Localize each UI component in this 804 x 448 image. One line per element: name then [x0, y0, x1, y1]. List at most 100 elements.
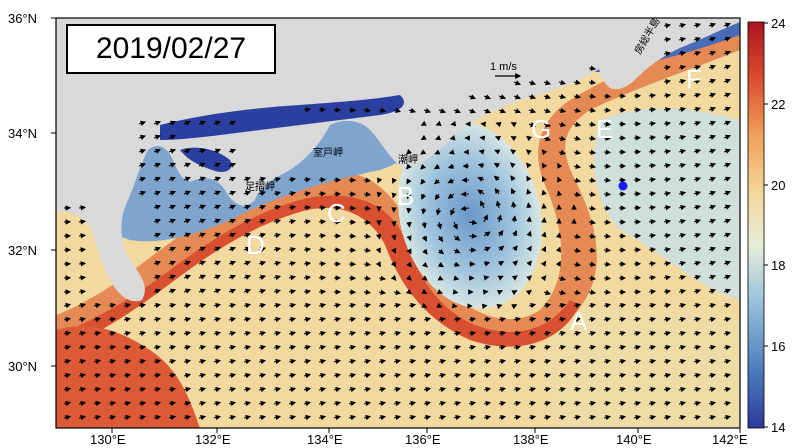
velocity-arrow	[437, 261, 445, 268]
velocity-arrow	[558, 358, 567, 365]
velocity-arrow	[198, 120, 207, 126]
velocity-arrow	[138, 176, 147, 183]
velocity-arrow	[123, 358, 132, 365]
velocity-arrow	[543, 400, 552, 407]
velocity-arrow	[438, 344, 447, 351]
velocity-arrow	[603, 163, 612, 169]
velocity-arrow	[273, 176, 282, 183]
velocity-arrow	[153, 176, 162, 182]
velocity-arrow	[391, 177, 398, 184]
velocity-arrow	[78, 372, 87, 379]
velocity-arrow	[483, 94, 492, 100]
velocity-arrow	[648, 400, 657, 407]
velocity-arrow	[588, 135, 597, 141]
velocity-arrow	[183, 148, 192, 154]
velocity-arrow	[678, 64, 687, 71]
velocity-arrow	[423, 107, 432, 114]
velocity-arrow	[258, 204, 267, 211]
velocity-arrow	[363, 219, 372, 225]
velocity-arrow	[375, 247, 381, 254]
velocity-arrow	[543, 107, 552, 114]
velocity-arrow	[453, 235, 461, 241]
region-label-c: C	[327, 198, 346, 228]
velocity-arrow	[422, 248, 428, 255]
velocity-arrow	[213, 414, 222, 421]
velocity-arrow	[258, 344, 267, 351]
velocity-arrow	[393, 107, 402, 114]
velocity-arrow	[273, 246, 282, 253]
velocity-arrow	[258, 260, 267, 267]
velocity-arrow	[153, 358, 162, 365]
velocity-arrow	[183, 400, 192, 407]
velocity-arrow	[168, 134, 177, 140]
velocity-arrow	[375, 233, 382, 240]
velocity-arrow	[258, 414, 267, 421]
velocity-arrow	[433, 163, 441, 170]
velocity-arrow	[198, 414, 207, 421]
velocity-arrow	[511, 188, 516, 195]
velocity-arrow	[258, 218, 267, 225]
velocity-arrow	[228, 218, 237, 224]
velocity-arrow	[453, 400, 462, 407]
velocity-arrow	[168, 176, 177, 182]
velocity-arrow	[363, 289, 372, 295]
velocity-arrow	[452, 289, 459, 295]
velocity-arrow	[183, 288, 192, 294]
velocity-arrow	[243, 358, 252, 365]
velocity-arrow	[633, 400, 642, 407]
velocity-arrow	[723, 260, 732, 266]
velocity-arrow	[183, 302, 192, 309]
velocity-arrow	[573, 372, 582, 379]
velocity-arrow	[213, 204, 222, 210]
velocity-arrow	[168, 414, 177, 421]
velocity-arrow	[573, 107, 582, 114]
velocity-arrow	[378, 414, 387, 421]
velocity-arrow	[78, 302, 87, 309]
velocity-arrow	[213, 330, 222, 337]
velocity-arrow	[273, 400, 282, 407]
velocity-arrow	[258, 316, 267, 323]
velocity-arrow	[363, 344, 372, 351]
velocity-arrow	[498, 316, 507, 323]
velocity-arrow	[573, 247, 582, 254]
velocity-arrow	[333, 316, 342, 323]
velocity-arrow	[213, 176, 222, 182]
velocity-arrow	[78, 233, 87, 239]
velocity-arrow	[510, 136, 517, 142]
lat-tick-34: 34°N	[8, 126, 37, 141]
velocity-arrow	[273, 218, 282, 225]
velocity-arrow	[303, 344, 312, 351]
velocity-arrow	[378, 358, 387, 365]
velocity-arrow	[723, 190, 732, 196]
velocity-arrow	[318, 289, 327, 295]
velocity-arrow	[63, 302, 72, 309]
velocity-arrow	[363, 372, 372, 379]
velocity-arrow	[318, 358, 327, 365]
velocity-arrow	[558, 107, 567, 114]
velocity-arrow	[708, 330, 717, 337]
velocity-arrow	[708, 134, 717, 140]
velocity-arrow	[723, 64, 732, 70]
velocity-arrow	[648, 121, 657, 127]
velocity-arrow	[213, 372, 222, 379]
colorbar-tick-22: 22	[771, 97, 785, 112]
velocity-arrow	[723, 344, 732, 351]
velocity-arrow	[78, 400, 87, 407]
velocity-arrow	[406, 248, 412, 255]
velocity-arrow	[663, 190, 672, 197]
velocity-arrow	[153, 288, 162, 294]
velocity-arrow	[376, 191, 383, 198]
velocity-arrow	[603, 400, 612, 407]
velocity-arrow	[693, 246, 702, 253]
velocity-arrow	[693, 22, 702, 29]
velocity-arrow	[708, 176, 717, 182]
velocity-arrow	[603, 247, 612, 253]
velocity-arrow	[468, 386, 477, 393]
velocity-arrow	[648, 414, 657, 421]
velocity-arrow	[663, 22, 672, 29]
velocity-arrow	[63, 344, 72, 351]
velocity-arrow	[512, 230, 517, 237]
velocity-arrow	[421, 235, 427, 242]
velocity-arrow	[648, 302, 657, 309]
velocity-arrow	[183, 344, 192, 351]
